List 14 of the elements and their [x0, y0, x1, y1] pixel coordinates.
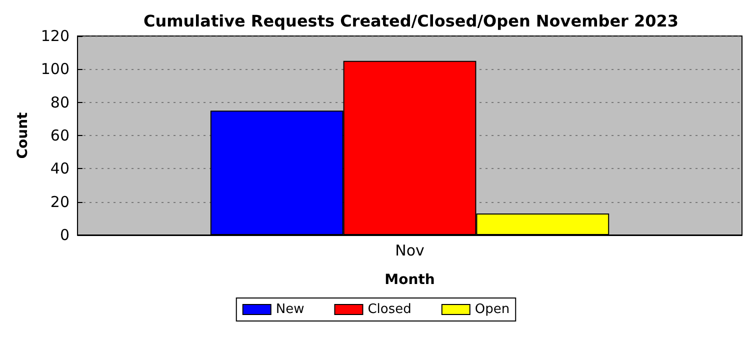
y-tick-label: 60: [50, 126, 70, 144]
legend-label: Open: [474, 302, 510, 317]
y-tick-label: 80: [50, 93, 70, 112]
y-tick-label: 120: [40, 27, 70, 45]
y-tick-label: 40: [50, 160, 70, 178]
y-axis-title: Count: [15, 112, 31, 159]
legend-label: Closed: [368, 302, 412, 317]
y-tick-label: 100: [40, 60, 70, 78]
legend-label: New: [276, 302, 305, 317]
chart-title: Cumulative Requests Created/Closed/Open November 2023: [143, 12, 679, 30]
y-tick-label: 0: [60, 226, 70, 244]
x-axis-title: Month: [384, 272, 435, 288]
y-tick-label: 20: [50, 192, 70, 211]
x-tick-label: Nov: [395, 242, 425, 260]
